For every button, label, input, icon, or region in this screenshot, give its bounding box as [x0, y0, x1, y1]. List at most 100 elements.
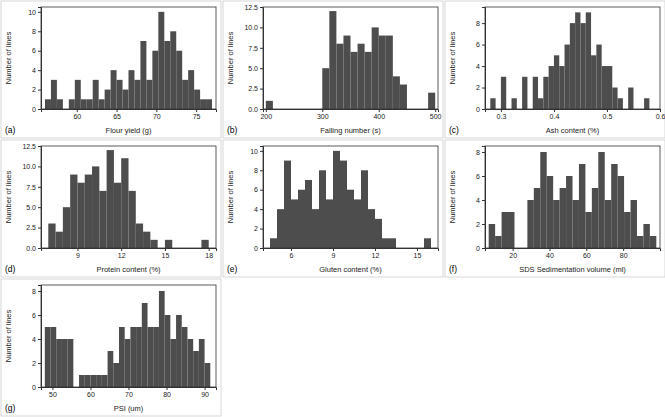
y-axis-title: Number of lines — [226, 170, 235, 223]
histogram-bar — [187, 339, 193, 387]
histogram-bar — [136, 327, 142, 387]
y-tick-label: 6 — [476, 41, 480, 48]
x-tick: 80 — [163, 387, 171, 398]
x-tick-mark — [167, 387, 168, 390]
panel: 606570750246810Flour yield (g)Number of … — [1, 1, 221, 138]
x-tick-mark — [209, 248, 210, 251]
panel-border — [1, 279, 221, 416]
y-tick-mark — [260, 151, 263, 152]
histogram-bar — [540, 152, 546, 248]
y-tick-label: 6 — [32, 312, 36, 319]
histogram-bar — [92, 166, 99, 248]
y-tick: 0 — [32, 384, 41, 391]
y-tick-mark — [38, 315, 41, 316]
y-tick-label: 4 — [32, 67, 36, 74]
histogram-bar — [547, 176, 553, 248]
x-tick: 50 — [49, 387, 57, 398]
y-tick-mark — [482, 200, 485, 201]
x-tick-mark — [90, 387, 91, 390]
panel-label: (e) — [227, 264, 238, 274]
panel: 2003004005000.02.55.07.510.012.5Falling … — [223, 1, 443, 138]
histogram-bar — [123, 90, 129, 109]
x-tick-label: 40 — [546, 252, 554, 259]
y-axis-line — [482, 8, 486, 110]
x-axis: 5060708090 — [42, 387, 217, 398]
x-tick-mark — [266, 109, 267, 112]
y-tick-label: 2 — [476, 84, 480, 91]
y-tick: 7.5 — [248, 45, 263, 52]
y-tick-label: 5.0 — [248, 65, 258, 72]
histogram-bar — [170, 339, 176, 387]
plot-frame — [485, 146, 660, 248]
x-tick-label: 0.5 — [603, 113, 613, 120]
x-axis-title: Ash content (%) — [546, 126, 600, 135]
panel-label: (f) — [449, 264, 457, 274]
histogram-bar — [343, 36, 350, 109]
x-axis-line — [486, 110, 661, 113]
x-tick: 70 — [153, 109, 161, 120]
histogram-bar — [266, 101, 273, 109]
y-tick: 10 — [28, 9, 41, 16]
y-tick: 0 — [476, 106, 485, 113]
y-tick-mark — [260, 170, 263, 171]
x-tick: 80 — [620, 248, 628, 259]
histogram-bar — [57, 99, 63, 109]
histogram-bar — [90, 375, 96, 387]
panel-border — [445, 1, 665, 138]
y-axis: 0.02.55.07.510.012.5 — [244, 4, 263, 113]
histogram-bar — [336, 44, 343, 109]
histogram-bar — [612, 88, 617, 109]
x-tick-mark — [291, 248, 292, 251]
plot-frame — [485, 7, 660, 109]
x-tick-label: 9 — [76, 252, 80, 259]
y-tick: 2.5 — [26, 224, 41, 231]
y-tick: 7.5 — [26, 184, 41, 191]
histogram-bar — [575, 12, 580, 109]
x-tick-label: 12 — [118, 252, 126, 259]
y-axis-line — [38, 286, 42, 388]
y-tick: 2 — [476, 221, 485, 228]
y-tick-label: 0 — [476, 106, 480, 113]
y-tick-label: 4 — [32, 336, 36, 343]
histogram-bar — [538, 98, 543, 109]
y-tick: 0.0 — [248, 106, 263, 113]
histogram-bar — [205, 363, 211, 387]
bars — [266, 11, 435, 109]
y-tick-mark — [38, 70, 41, 71]
plot-area: 6912150246810 — [250, 146, 438, 259]
y-tick-label: 7.5 — [26, 184, 36, 191]
y-tick-mark — [482, 176, 485, 177]
histogram-bar — [386, 36, 393, 109]
histogram-bar — [56, 232, 63, 248]
histogram-bar — [111, 70, 117, 109]
x-tick-label: 60 — [87, 391, 95, 398]
histogram-bar — [379, 36, 386, 109]
bars — [45, 291, 210, 387]
histogram-bar — [372, 27, 379, 109]
y-tick: 6 — [32, 47, 41, 54]
x-tick-mark — [77, 248, 78, 251]
y-tick: 8 — [476, 149, 485, 156]
histogram-bar — [631, 200, 637, 248]
x-axis-line — [264, 249, 439, 252]
y-tick-label: 6 — [254, 186, 258, 193]
histogram-bar — [129, 191, 136, 248]
y-tick-mark — [260, 68, 263, 69]
panel: 6912150246810Gluten content (%)Number of… — [223, 140, 443, 277]
histogram-bar — [87, 99, 93, 109]
x-axis: 0.30.40.50.6 — [486, 109, 665, 120]
panel-border — [223, 1, 443, 138]
histogram-bar — [358, 44, 365, 109]
x-tick: 70 — [125, 387, 133, 398]
histogram-bar — [400, 85, 407, 109]
y-tick: 2 — [32, 360, 41, 367]
x-tick-label: 12 — [372, 252, 380, 259]
histogram-bar — [142, 303, 148, 387]
histogram-bar — [375, 219, 382, 248]
histogram-bar — [340, 161, 347, 248]
histogram-bar — [68, 339, 74, 387]
histogram-bar — [579, 164, 585, 248]
x-tick-mark — [165, 248, 166, 251]
y-tick-mark — [260, 27, 263, 28]
x-tick-mark — [586, 248, 587, 251]
